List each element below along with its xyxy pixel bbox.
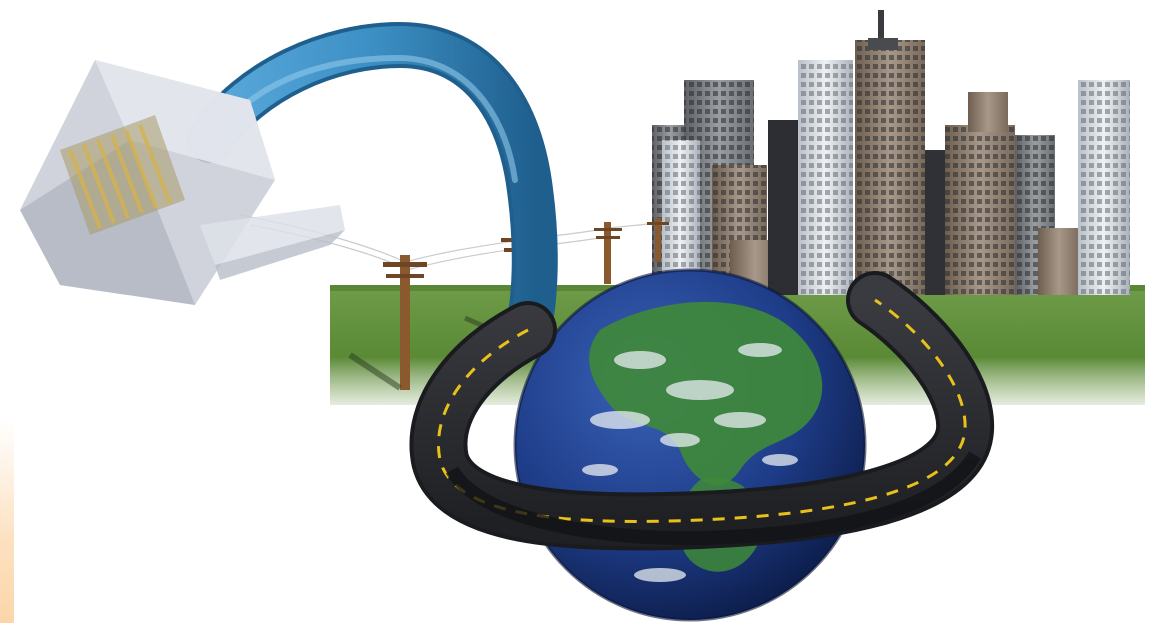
edge-tint [0, 420, 14, 623]
city-skyline [652, 10, 1130, 295]
earth-globe [513, 268, 867, 622]
network-cable [187, 21, 558, 353]
ring-highway [409, 271, 995, 551]
ethernet-connector [20, 60, 345, 305]
